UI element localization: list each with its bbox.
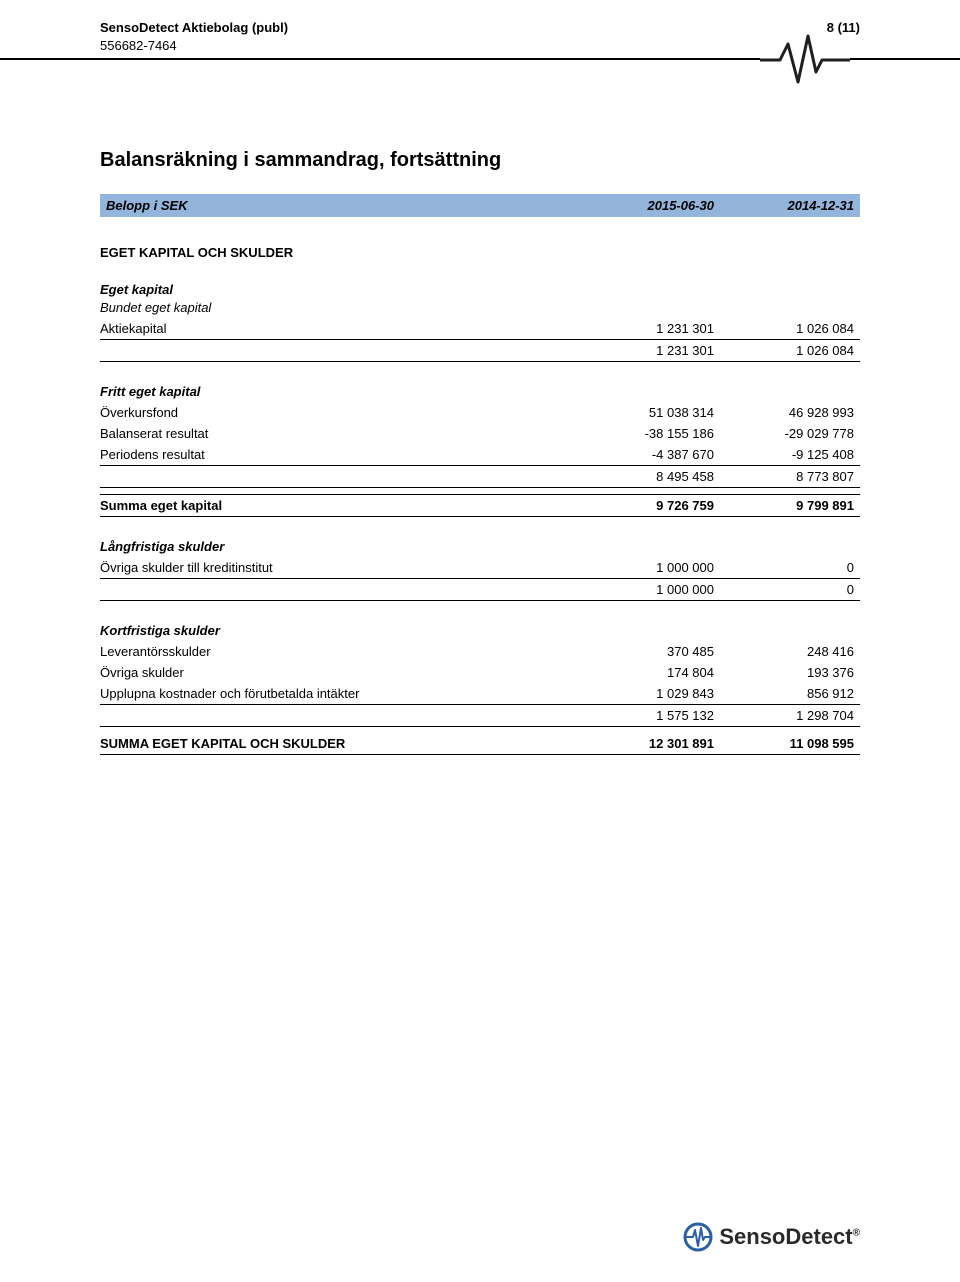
row-aktiekapital: Aktiekapital 1 231 301 1 026 084 (100, 318, 860, 339)
cell-label: Upplupna kostnader och förutbetalda intä… (100, 686, 574, 701)
cell-value: 174 804 (574, 665, 714, 680)
row-periodens: Periodens resultat -4 387 670 -9 125 408 (100, 444, 860, 465)
cell-label: Periodens resultat (100, 447, 574, 462)
cell-label (100, 343, 574, 358)
footer-logo: SensoDetect® (683, 1222, 860, 1252)
sub-heading-langfristiga: Långfristiga skulder (100, 539, 860, 554)
row-leverantorsskulder: Leverantörsskulder 370 485 248 416 (100, 641, 860, 662)
cell-label (100, 708, 574, 723)
row-ovriga-kredit: Övriga skulder till kreditinstitut 1 000… (100, 557, 860, 578)
cell-value: 193 376 (714, 665, 854, 680)
cell-value: 1 026 084 (714, 321, 854, 336)
col-header-date-2: 2014-12-31 (714, 198, 854, 213)
heartbeat-icon (760, 32, 850, 90)
row-balanserat: Balanserat resultat -38 155 186 -29 029 … (100, 423, 860, 444)
sub-heading-kortfristiga: Kortfristiga skulder (100, 623, 860, 638)
cell-label: Övriga skulder (100, 665, 574, 680)
brand-name: SensoDetect (719, 1224, 852, 1249)
cell-value: 1 000 000 (574, 560, 714, 575)
cell-value: 8 495 458 (574, 469, 714, 484)
page-title: Balansräkning i sammandrag, fortsättning (100, 149, 860, 172)
cell-value: 11 098 595 (714, 736, 854, 751)
cell-value: 1 231 301 (574, 343, 714, 358)
cell-value: 370 485 (574, 644, 714, 659)
cell-label: Leverantörsskulder (100, 644, 574, 659)
org-number: 556682-7464 (100, 38, 860, 53)
cell-value: 12 301 891 (574, 736, 714, 751)
cell-label: Balanserat resultat (100, 426, 574, 441)
cell-value: 0 (714, 560, 854, 575)
cell-value: 1 026 084 (714, 343, 854, 358)
cell-value: 856 912 (714, 686, 854, 701)
cell-label: Aktiekapital (100, 321, 574, 336)
cell-value: -9 125 408 (714, 447, 854, 462)
sub-heading-eget-kapital: Eget kapital (100, 282, 860, 297)
row-bundet-sum: 1 231 301 1 026 084 (100, 339, 860, 362)
cell-value: 9 726 759 (574, 498, 714, 513)
sub-heading-bundet: Bundet eget kapital (100, 300, 860, 318)
cell-value: -29 029 778 (714, 426, 854, 441)
footer-brand-text: SensoDetect® (719, 1224, 860, 1250)
row-overkursfond: Överkursfond 51 038 314 46 928 993 (100, 402, 860, 423)
cell-value: 8 773 807 (714, 469, 854, 484)
row-upplupna: Upplupna kostnader och förutbetalda intä… (100, 683, 860, 704)
company-name: SensoDetect Aktiebolag (publ) (100, 20, 288, 35)
row-grand-total: SUMMA EGET KAPITAL OCH SKULDER 12 301 89… (100, 733, 860, 755)
header-rule-wrap (0, 58, 960, 60)
table-column-header: Belopp i SEK 2015-06-30 2014-12-31 (100, 194, 860, 217)
heartbeat-circle-icon (683, 1222, 713, 1252)
sub-heading-fritt: Fritt eget kapital (100, 384, 860, 399)
cell-label (100, 469, 574, 484)
cell-value: 46 928 993 (714, 405, 854, 420)
cell-label: Överkursfond (100, 405, 574, 420)
section-heading-eget-kapital-skulder: EGET KAPITAL OCH SKULDER (100, 245, 860, 260)
cell-value: 51 038 314 (574, 405, 714, 420)
registered-mark: ® (853, 1228, 860, 1239)
cell-value: 1 000 000 (574, 582, 714, 597)
cell-label (100, 582, 574, 597)
cell-value: -38 155 186 (574, 426, 714, 441)
row-summa-eget-kapital: Summa eget kapital 9 726 759 9 799 891 (100, 494, 860, 517)
row-ovriga-skulder: Övriga skulder 174 804 193 376 (100, 662, 860, 683)
cell-value: 1 575 132 (574, 708, 714, 723)
bundet-label: Bundet eget kapital (100, 300, 574, 315)
col-header-label: Belopp i SEK (106, 198, 574, 213)
cell-label: Summa eget kapital (100, 498, 574, 513)
cell-value: -4 387 670 (574, 447, 714, 462)
cell-value: 0 (714, 582, 854, 597)
col-header-date-1: 2015-06-30 (574, 198, 714, 213)
cell-value: 1 298 704 (714, 708, 854, 723)
cell-label: Övriga skulder till kreditinstitut (100, 560, 574, 575)
row-kort-sum: 1 575 132 1 298 704 (100, 704, 860, 727)
cell-value: 1 231 301 (574, 321, 714, 336)
cell-label: SUMMA EGET KAPITAL OCH SKULDER (100, 736, 574, 751)
cell-value: 1 029 843 (574, 686, 714, 701)
cell-value: 248 416 (714, 644, 854, 659)
row-lang-sum: 1 000 000 0 (100, 578, 860, 601)
row-fritt-sum: 8 495 458 8 773 807 (100, 465, 860, 488)
cell-value: 9 799 891 (714, 498, 854, 513)
